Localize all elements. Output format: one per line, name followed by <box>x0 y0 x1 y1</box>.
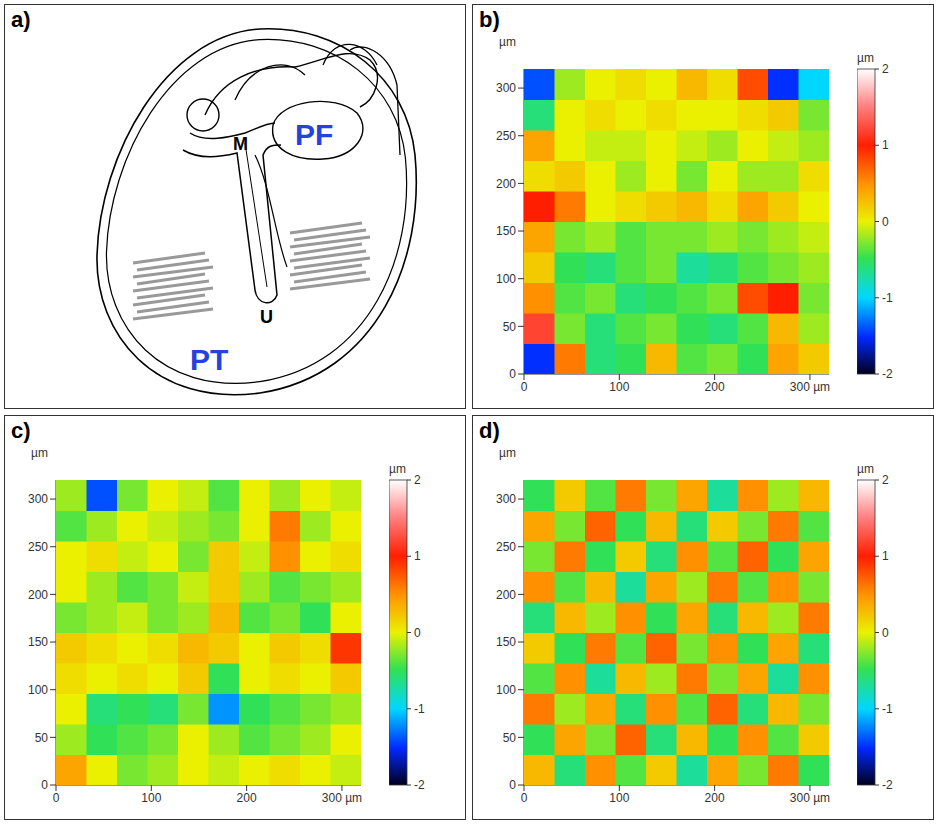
html-text:c): c) <box>11 418 31 443</box>
svg-text:50: 50 <box>503 731 517 745</box>
svg-text:M: M <box>233 134 248 154</box>
svg-text:0: 0 <box>509 367 516 381</box>
svg-text:2: 2 <box>414 473 421 487</box>
svg-text:100: 100 <box>609 791 629 805</box>
svg-text:0: 0 <box>414 626 421 640</box>
svg-text:250: 250 <box>496 540 516 554</box>
svg-text:100: 100 <box>496 272 516 286</box>
html-text:d): d) <box>479 418 500 443</box>
svg-text:200: 200 <box>237 791 257 805</box>
svg-text:1: 1 <box>882 138 889 152</box>
html-text:a): a) <box>11 7 31 32</box>
svg-text:200: 200 <box>28 588 48 602</box>
html-text:µm: µm <box>389 462 406 476</box>
svg-text:300: 300 <box>496 81 516 95</box>
svg-text:100: 100 <box>496 683 516 697</box>
svg-text:250: 250 <box>28 540 48 554</box>
svg-text:150: 150 <box>496 224 516 238</box>
svg-text:-1: -1 <box>414 702 425 716</box>
svg-text:1: 1 <box>414 549 421 563</box>
svg-text:-2: -2 <box>882 778 893 792</box>
svg-text:-1: -1 <box>882 291 893 305</box>
svg-text:250: 250 <box>496 129 516 143</box>
svg-text:U: U <box>260 307 273 327</box>
svg-text:-2: -2 <box>414 778 425 792</box>
svg-text:150: 150 <box>28 635 48 649</box>
svg-text:300: 300 <box>496 492 516 506</box>
html-text:µm: µm <box>857 462 874 476</box>
html-text:µm: µm <box>499 35 516 49</box>
svg-text:200: 200 <box>705 791 725 805</box>
html-text:µm: µm <box>499 446 516 460</box>
svg-text:-1: -1 <box>882 702 893 716</box>
svg-text:PT: PT <box>190 343 228 376</box>
svg-text:0: 0 <box>53 791 60 805</box>
svg-text:100: 100 <box>28 683 48 697</box>
svg-text:300 µm: 300 µm <box>790 791 830 805</box>
svg-text:0: 0 <box>521 791 528 805</box>
html-text:µm: µm <box>857 51 874 65</box>
svg-text:0: 0 <box>882 215 889 229</box>
svg-text:50: 50 <box>35 731 49 745</box>
svg-text:300: 300 <box>28 492 48 506</box>
svg-text:50: 50 <box>503 320 517 334</box>
svg-text:100: 100 <box>141 791 161 805</box>
svg-text:200: 200 <box>496 177 516 191</box>
svg-text:PF: PF <box>295 118 333 151</box>
svg-text:0: 0 <box>41 778 48 792</box>
html-text:µm: µm <box>31 446 48 460</box>
svg-text:1: 1 <box>882 549 889 563</box>
svg-text:0: 0 <box>882 626 889 640</box>
svg-text:300 µm: 300 µm <box>322 791 362 805</box>
svg-text:0: 0 <box>509 778 516 792</box>
svg-text:200: 200 <box>496 588 516 602</box>
html-text:b): b) <box>479 7 500 32</box>
svg-text:100: 100 <box>609 380 629 394</box>
svg-text:200: 200 <box>705 380 725 394</box>
svg-text:-2: -2 <box>882 367 893 381</box>
svg-text:2: 2 <box>882 473 889 487</box>
svg-text:300 µm: 300 µm <box>790 380 830 394</box>
svg-text:150: 150 <box>496 635 516 649</box>
svg-text:0: 0 <box>521 380 528 394</box>
svg-text:2: 2 <box>882 62 889 76</box>
